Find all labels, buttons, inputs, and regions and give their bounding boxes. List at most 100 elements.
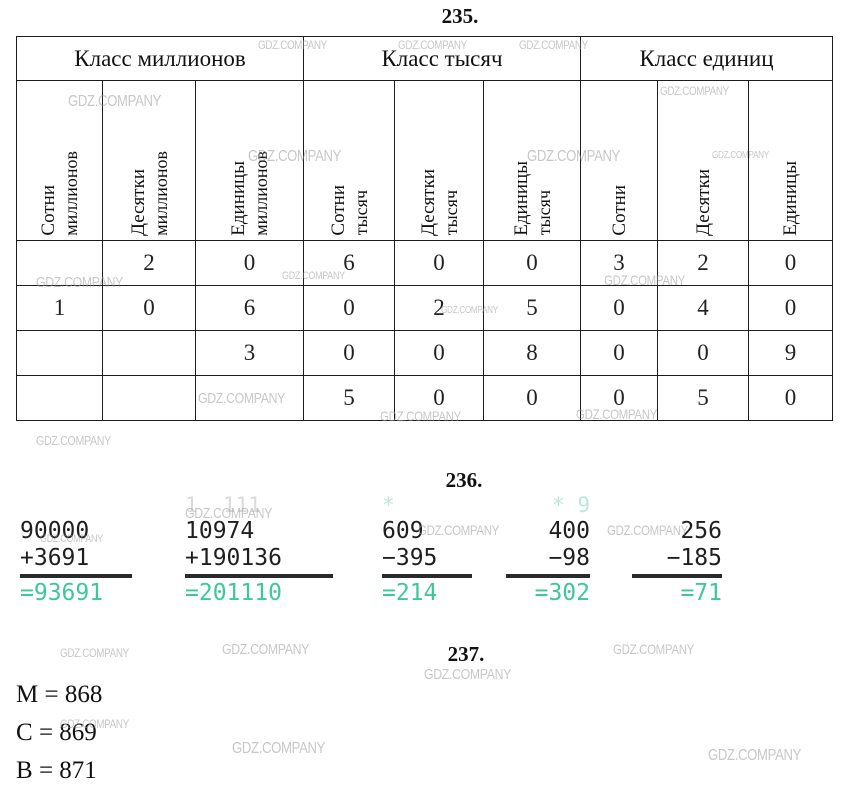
digit-cell-r1-c6: 0 — [580, 284, 658, 331]
task-number-237: 237. — [447, 642, 485, 666]
answer-equals: = — [32, 757, 60, 784]
sum-rule — [632, 574, 722, 578]
column-header-line1: Сотни — [608, 184, 630, 236]
column-header-line2: тысяч — [440, 190, 461, 236]
column-header-line2: миллионов — [61, 150, 81, 236]
digit-cell-r3-c3: 5 — [303, 374, 395, 422]
answer-line-2: В = 871 — [16, 752, 316, 790]
column-header-line2: тысяч — [533, 190, 554, 236]
sum-rule — [382, 574, 472, 578]
column-header-7: Десятки — [657, 80, 749, 241]
arithmetic-problem-subtraction-256-185: 256 −185 =71 — [612, 492, 722, 607]
class-header-0: Класс миллионов — [16, 35, 304, 82]
column-header-line1: Десятки — [417, 168, 439, 236]
result-value: =201110 — [185, 580, 282, 606]
answer-value: 869 — [59, 719, 97, 746]
digit-cell-r2-c3: 0 — [303, 329, 395, 376]
watermark: GDZ.COMPANY — [424, 666, 512, 683]
digit-cell-r1-c2: 6 — [195, 284, 304, 331]
digit-cell-r2-c2: 3 — [195, 329, 304, 376]
answer-line-0: М = 868 — [16, 676, 316, 714]
task-number-236: 236. — [445, 468, 483, 492]
column-header-2: Единицы миллионов — [195, 80, 304, 241]
column-header-line2: миллионов — [251, 150, 271, 236]
digit-cell-r0-c0 — [16, 239, 103, 286]
digit-cell-r0-c8: 0 — [748, 239, 833, 286]
digit-cell-r2-c4: 0 — [394, 329, 484, 376]
digit-cell-r2-c8: 9 — [748, 329, 833, 376]
digit-cell-r0-c5: 0 — [483, 239, 581, 286]
digit-cell-r0-c6: 3 — [580, 239, 658, 286]
digit-cell-r3-c8: 0 — [748, 374, 833, 422]
digit-cell-r2-c1 — [102, 329, 196, 376]
answers-list: М = 868 С = 869 В = 871 — [16, 676, 316, 790]
arithmetic-problem-subtraction-400-98: * 9 400 −98 =302 — [490, 492, 590, 607]
digit-cell-r1-c8: 0 — [748, 284, 833, 331]
result-value: =214 — [382, 580, 438, 606]
column-header-8: Единицы — [748, 80, 833, 241]
answer-value: 871 — [59, 757, 97, 784]
digit-cell-r1-c3: 0 — [303, 284, 395, 331]
operand-bottom: −395 — [382, 545, 438, 571]
carry-marks: 1 111 — [185, 493, 261, 517]
digit-cell-r0-c4: 0 — [394, 239, 484, 286]
digit-cell-r1-c4: 2 — [394, 284, 484, 331]
operand-bottom: −185 — [666, 545, 722, 571]
arithmetic-problems: 90000 +3691 =93691 1 111 10974 +190136 =201110… — [0, 492, 848, 652]
class-header-1: Класс тысяч — [303, 35, 581, 82]
answer-equals: = — [38, 681, 65, 708]
digit-cell-r3-c5: 0 — [483, 374, 581, 422]
class-header-2: Класс единиц — [580, 35, 833, 82]
column-header-3: Сотни тысяч — [303, 80, 395, 241]
operand-bottom: +3691 — [20, 545, 90, 571]
task-number-235: 235. — [441, 4, 479, 28]
column-header-line1: Единицы — [228, 160, 249, 236]
answer-equals: = — [32, 719, 60, 746]
operand-bottom: +190136 — [185, 545, 282, 571]
class-header-row: Класс миллионов Класс тысяч Класс единиц — [16, 35, 833, 82]
column-header-line2: миллионов — [150, 150, 171, 236]
digit-cell-r3-c7: 5 — [657, 374, 749, 422]
digit-cell-r0-c1: 2 — [102, 239, 196, 286]
sum-rule — [185, 574, 333, 578]
digit-cell-r0-c3: 6 — [303, 239, 395, 286]
digit-cell-r3-c1 — [102, 374, 196, 422]
column-header-line1: Десятки — [127, 168, 149, 236]
result-value: =71 — [680, 580, 722, 606]
result-value: =93691 — [20, 580, 104, 606]
digit-cell-r3-c4: 0 — [394, 374, 484, 422]
sum-rule — [20, 574, 132, 578]
operand-top: 10974 — [185, 518, 255, 544]
result-value: =302 — [534, 580, 590, 606]
column-header-row: Сотни миллионов Десятки миллионов Единицы мил… — [16, 80, 833, 241]
digit-cell-r0-c7: 2 — [657, 239, 749, 286]
operand-top: 256 — [680, 518, 722, 544]
answer-label: М — [16, 681, 39, 708]
digit-cell-r2-c5: 8 — [483, 329, 581, 376]
column-header-6: Сотни — [580, 80, 658, 241]
digit-cell-r0-c2: 0 — [195, 239, 304, 286]
digit-cell-r1-c0: 1 — [16, 284, 103, 331]
column-header-line1: Сотни — [327, 184, 349, 236]
arithmetic-problem-subtraction-609-395: * 609 −395 =214 — [382, 492, 482, 607]
column-header-5: Единицы тысяч — [483, 80, 581, 241]
column-header-line1: Единицы — [510, 160, 532, 236]
column-header-line1: Сотни — [38, 184, 59, 236]
digit-cell-r1-c7: 4 — [657, 284, 749, 331]
column-header-line2: тысяч — [350, 190, 371, 236]
column-header-line1: Десятки — [692, 168, 714, 236]
column-header-0: Сотни миллионов — [16, 80, 103, 241]
watermark: GDZ.COMPANY — [36, 433, 111, 448]
digit-cell-r2-c6: 0 — [580, 329, 658, 376]
carry-marks: * 9 — [552, 493, 590, 517]
column-header-line1: Единицы — [780, 160, 801, 236]
arithmetic-problem-addition-90000-3691: 90000 +3691 =93691 — [20, 492, 150, 607]
operand-bottom: −98 — [548, 545, 590, 571]
place-value-table: Класс миллионов Класс тысяч Класс единиц Со… — [16, 35, 833, 422]
arithmetic-problem-addition-10974-190136: 1 111 10974 +190136 =201110 — [185, 492, 345, 607]
carry-marks — [20, 492, 150, 518]
